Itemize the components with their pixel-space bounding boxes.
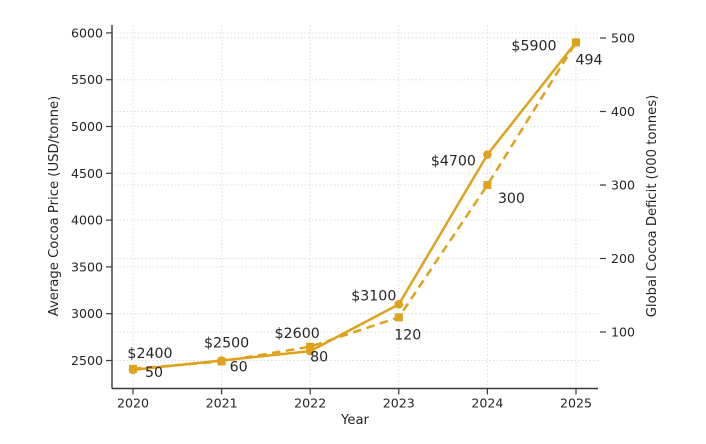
price-data-label: $2400 xyxy=(127,346,172,362)
deficit-point-marker xyxy=(572,38,580,47)
x-tick-label: 2020 xyxy=(117,396,149,411)
deficit-point-marker xyxy=(394,313,403,322)
left-axis-title: Average Cocoa Price (USD/tonne) xyxy=(47,96,62,317)
x-tick-label: 2024 xyxy=(471,396,503,411)
x-tick-label: 2023 xyxy=(383,396,415,411)
x-tick-label: 2021 xyxy=(206,396,238,411)
left-tick-label: 2500 xyxy=(71,353,103,368)
deficit-data-label: 120 xyxy=(394,327,421,343)
x-tick-label: 2025 xyxy=(560,396,592,411)
deficit-point-marker xyxy=(306,342,315,351)
x-tick-label: 2022 xyxy=(294,396,326,411)
deficit-line xyxy=(132,41,578,370)
price-data-label: $3100 xyxy=(351,288,396,304)
right-tick-label: 500 xyxy=(611,31,635,46)
left-tick-label: 3000 xyxy=(71,306,103,321)
price-point-marker xyxy=(483,150,492,159)
data-labels: $2400 $2500 $2600 $3100 $4700 $5900 50 60 80 120 3… xyxy=(127,38,602,380)
left-tick-label: 6000 xyxy=(71,25,103,40)
deficit-data-label: 50 xyxy=(145,365,163,381)
price-data-label: $5900 xyxy=(511,38,556,54)
right-tick-label: 200 xyxy=(611,251,635,266)
left-tick-label: 4500 xyxy=(71,166,103,181)
axes: 2500 3000 3500 4000 4500 5000 5500 6000 100 200 30… xyxy=(71,25,635,411)
data-series xyxy=(128,37,581,375)
right-axis-title: Global Cocoa Deficit (000 tonnes) xyxy=(645,95,660,318)
deficit-data-label: 300 xyxy=(498,191,525,207)
gridlines xyxy=(112,25,598,389)
left-tick-label: 5500 xyxy=(71,72,103,87)
left-tick-label: 5000 xyxy=(71,119,103,134)
x-axis-title: Year xyxy=(340,413,369,428)
right-tick-label: 300 xyxy=(611,178,635,193)
right-tick-label: 100 xyxy=(611,325,635,340)
deficit-point-marker xyxy=(217,357,226,366)
left-tick-label: 4000 xyxy=(71,213,103,228)
price-data-label: $4700 xyxy=(431,154,476,170)
left-tick-label: 3500 xyxy=(71,259,103,274)
right-tick-label: 400 xyxy=(611,104,635,119)
price-point-marker xyxy=(394,300,404,309)
deficit-data-label: 494 xyxy=(575,52,602,68)
price-data-label: $2500 xyxy=(204,336,249,352)
deficit-point-marker xyxy=(129,364,137,373)
price-data-label: $2600 xyxy=(275,326,320,342)
deficit-point-marker xyxy=(483,181,492,189)
deficit-data-label: 80 xyxy=(310,350,328,366)
deficit-data-label: 60 xyxy=(230,359,248,375)
